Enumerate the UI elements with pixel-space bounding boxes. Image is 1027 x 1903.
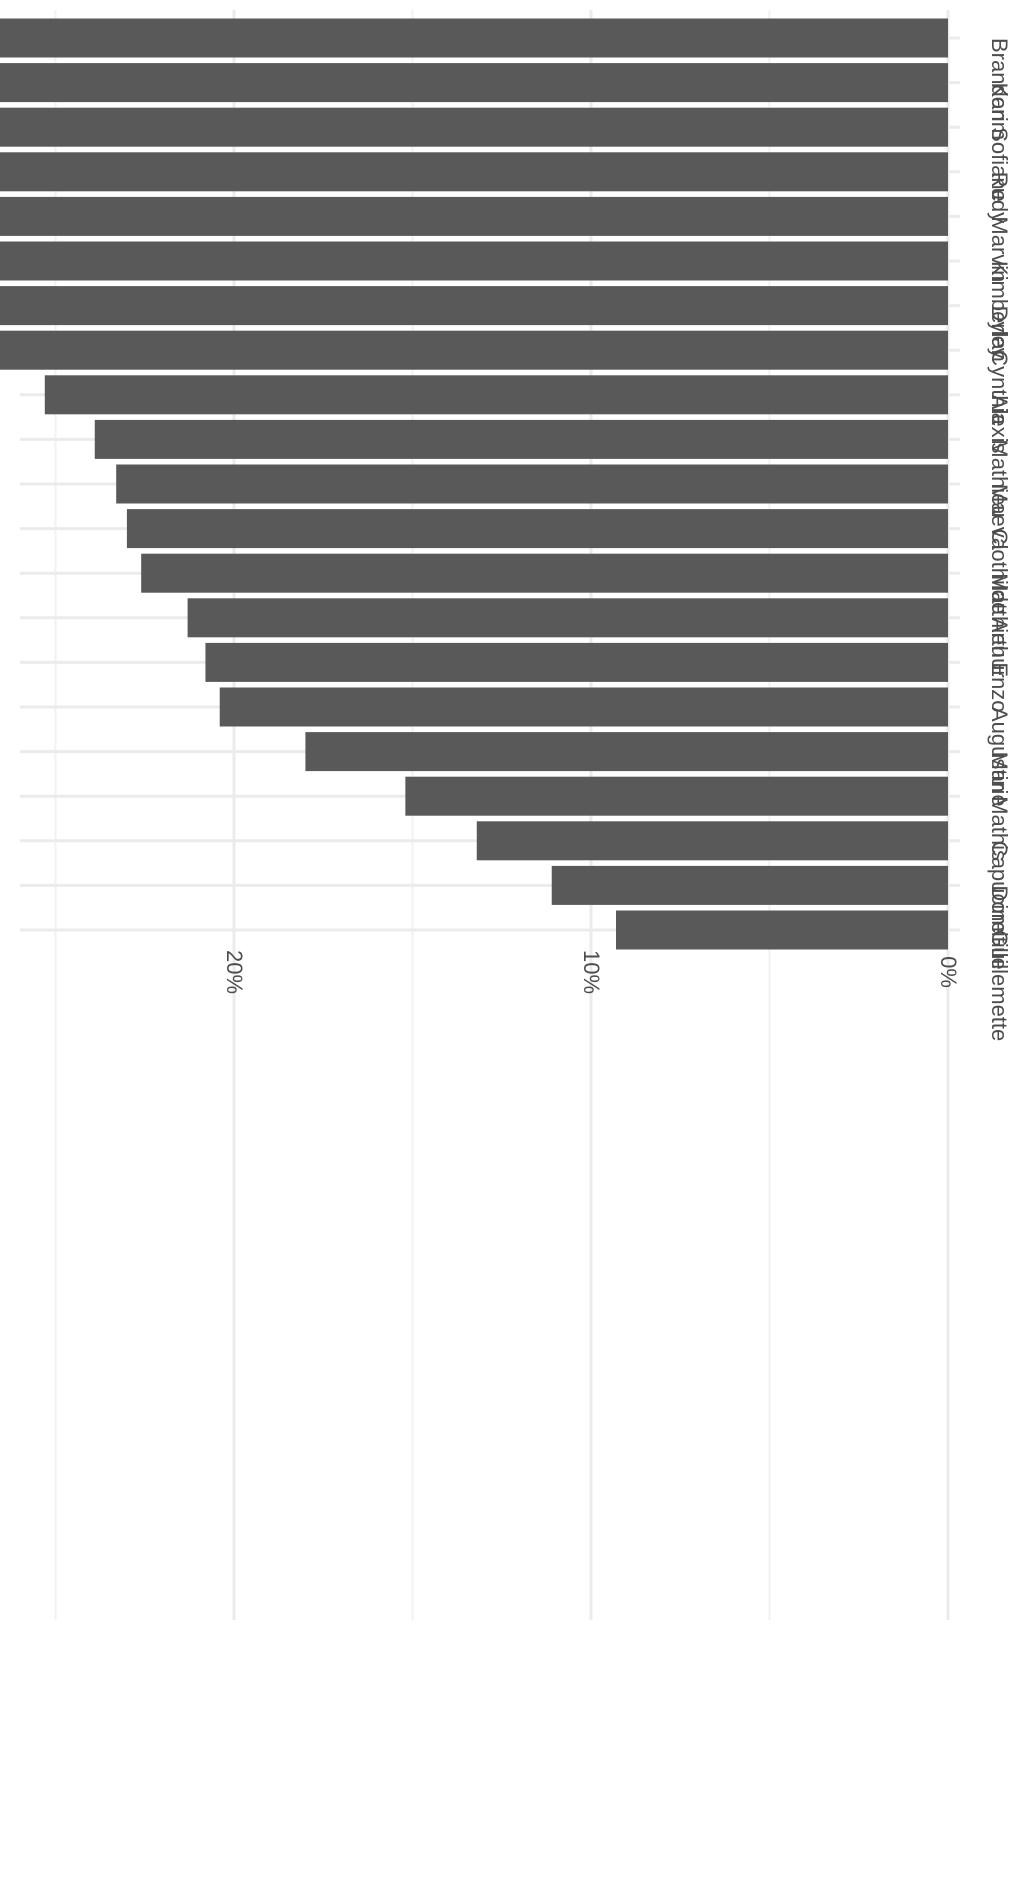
bar-domitille: [551, 865, 948, 905]
bar-karim: [0, 63, 948, 103]
category-tick-label: Maeva: [987, 484, 1012, 551]
bar-capucine: [476, 821, 948, 861]
bar-marvin: [0, 196, 949, 236]
category-tick-label: Karim: [987, 83, 1012, 140]
bar-brandon: [0, 18, 948, 58]
bar-mathieu: [94, 419, 948, 459]
bar-enzo: [205, 642, 948, 682]
bar-marie: [305, 732, 948, 772]
bar-clothilde: [126, 509, 948, 549]
category-tick-label: Marie: [987, 752, 1012, 807]
category-tick-label: Dylan: [987, 306, 1012, 362]
value-tick-label: 0%: [936, 956, 961, 988]
bar-dylan: [0, 286, 948, 326]
category-tick-label: Domitille: [987, 885, 1012, 969]
category-tick-label: Mathis: [987, 796, 1012, 861]
value-tick-label: 10%: [579, 950, 604, 994]
category-tick-label: Enzo: [987, 662, 1012, 712]
value-tick-label: 20%: [222, 950, 247, 994]
category-tick-label: Brandon: [987, 38, 1012, 121]
bar-guillemette: [615, 910, 948, 950]
bar-maeva: [116, 464, 948, 504]
category-tick-label: Matthieu: [987, 573, 1012, 657]
bar-augustin: [219, 687, 949, 727]
bar-mathis: [405, 776, 948, 816]
category-tick-label: Sofiane: [987, 127, 1012, 202]
category-tick-label: Clothilde: [987, 529, 1012, 615]
category-tick-label: Mathieu: [987, 439, 1012, 517]
category-tick-label: Capucine: [987, 841, 1012, 934]
category-tick-label: Alexis: [987, 395, 1012, 454]
bar-matthieu: [141, 553, 948, 593]
bar-rudy: [0, 152, 949, 192]
category-tick-label: Marvin: [987, 216, 1012, 282]
category-tick-label: Cynthia: [987, 350, 1012, 425]
bar-sofiane: [0, 107, 948, 147]
bar-kimberley: [0, 241, 949, 281]
bar-arthur: [187, 598, 949, 638]
bar-alexis: [44, 375, 949, 415]
category-tick-label: Augustin: [987, 707, 1012, 793]
category-tick-label: Kimberley: [987, 261, 1012, 359]
category-tick-label: Guillemette: [987, 930, 1012, 1041]
bar-cynthia: [0, 330, 948, 370]
category-tick-label: Arthur: [987, 618, 1012, 678]
category-tick-label: Rudy: [987, 172, 1012, 223]
